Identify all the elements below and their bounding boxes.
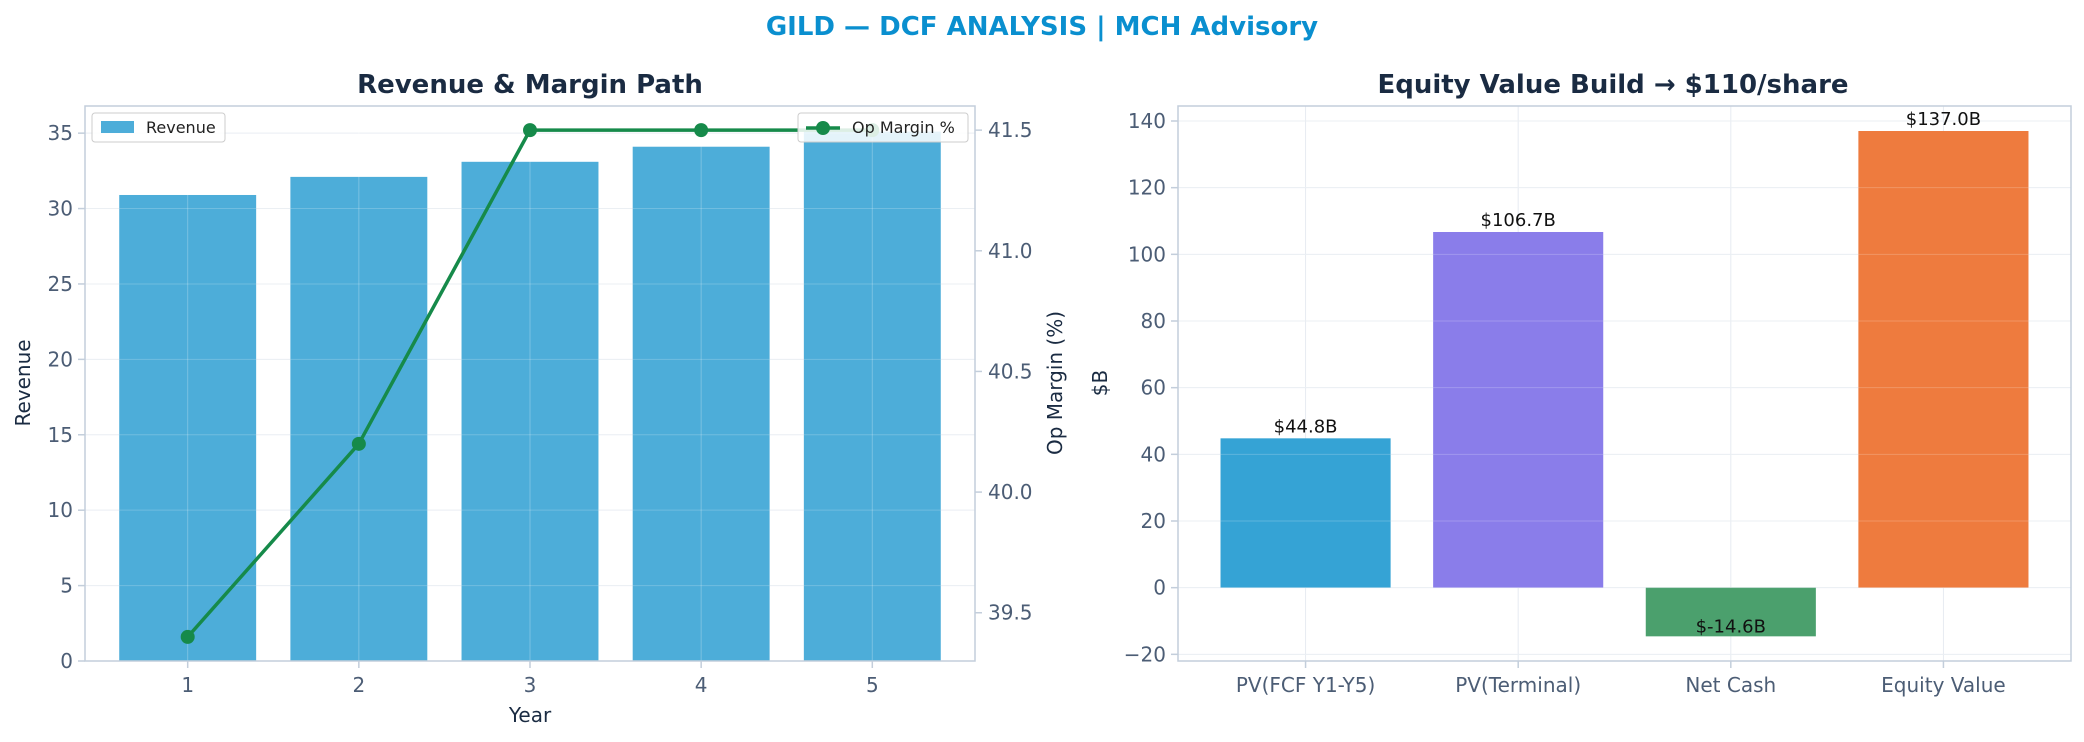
revenue-bar-4 — [632, 146, 770, 662]
equity-ytick-label-6: 100 — [1128, 242, 1166, 266]
revenue-ytick-label-4: 20 — [48, 347, 73, 371]
op-margin-legend-label: Op Margin % — [852, 118, 955, 137]
revenue-ytick-label-0: 0 — [60, 649, 73, 673]
op-margin-point-3 — [523, 123, 537, 138]
equity-ytick-label-4: 60 — [1141, 376, 1166, 400]
equity-chart-frame — [1177, 105, 2072, 662]
equity-xtick-label-2: Net Cash — [1685, 673, 1776, 697]
op-margin-y-ticks: 39.5 40.0 40.5 41.0 41.5 — [975, 118, 1033, 625]
year-xtick-label-2: 3 — [524, 673, 537, 697]
op-margin-point-4 — [694, 123, 709, 138]
revenue-bar-5 — [803, 131, 941, 662]
equity-ytick-label-7: 120 — [1128, 176, 1166, 200]
equity-ytick-label-1: 0 — [1153, 576, 1166, 600]
equity-data-label-1: $106.7B — [1481, 210, 1556, 231]
op-margin-legend-marker — [816, 121, 830, 135]
year-xtick-label-1: 2 — [352, 673, 365, 697]
op-margin-ytick-label-3: 41.0 — [988, 239, 1033, 263]
op-margin-point-1 — [180, 629, 195, 644]
equity-data-label-0: $44.8B — [1274, 416, 1338, 437]
equity-x-ticks: PV(FCF Y1-Y5) PV(Terminal) Net Cash Equity … — [1236, 661, 2006, 697]
revenue-bars — [85, 106, 975, 662]
op-margin-legend-box — [797, 112, 969, 143]
year-xtick-label-4: 5 — [866, 673, 879, 697]
equity-data-label-2: $-14.6B — [1696, 616, 1766, 637]
equity-chart-title: Equity Value Build → $110/share — [1377, 70, 1848, 100]
op-margin-legend: Op Margin % — [797, 112, 969, 143]
op-margin-ylabel: Op Margin (%) — [1043, 311, 1067, 455]
revenue-bar-3 — [461, 161, 599, 661]
equity-ytick-label-8: 140 — [1128, 109, 1166, 133]
op-margin-ytick-label-4: 41.5 — [988, 118, 1033, 142]
op-margin-ytick-label-2: 40.5 — [988, 359, 1033, 383]
equity-data-label-3: $137.0B — [1906, 109, 1981, 130]
equity-xtick-label-0: PV(FCF Y1-Y5) — [1236, 673, 1375, 697]
revenue-chart-ylabel: Revenue — [11, 339, 35, 426]
revenue-legend-swatch — [101, 121, 134, 133]
equity-chart-ylabel: $B — [1088, 370, 1112, 396]
revenue-legend-label: Revenue — [146, 118, 216, 137]
equity-ytick-label-2: 20 — [1141, 509, 1166, 533]
revenue-chart-xlabel: Year — [508, 703, 552, 727]
revenue-ytick-label-1: 5 — [60, 574, 73, 598]
equity-data-labels: $44.8B $106.7B $-14.6B $137.0B — [1274, 109, 1981, 637]
equity-xtick-label-1: PV(Terminal) — [1455, 673, 1581, 697]
revenue-ytick-label-2: 10 — [48, 498, 73, 522]
revenue-legend: Revenue — [91, 112, 226, 143]
year-xtick-label-3: 4 — [695, 673, 708, 697]
equity-bar-2 — [1645, 587, 1816, 637]
equity-ytick-label-5: 80 — [1141, 309, 1166, 333]
revenue-ytick-label-6: 30 — [48, 197, 73, 221]
revenue-chart-title: Revenue & Margin Path — [357, 70, 703, 100]
revenue-ytick-label-5: 25 — [48, 272, 73, 296]
equity-xtick-label-3: Equity Value — [1881, 673, 2006, 697]
revenue-ytick-label-3: 15 — [48, 423, 73, 447]
op-margin-ytick-label-0: 39.5 — [988, 601, 1033, 625]
revenue-bar-2 — [290, 176, 428, 661]
revenue-y-ticks: 0 5 10 15 20 25 30 35 — [48, 121, 85, 673]
revenue-legend-box — [91, 112, 226, 143]
year-xtick-label-0: 1 — [181, 673, 194, 697]
year-x-ticks: 1 2 3 4 5 — [181, 661, 879, 697]
equity-bar-1 — [1433, 232, 1604, 588]
equity-bar-3 — [1858, 131, 2029, 588]
equity-ytick-label-3: 40 — [1141, 442, 1166, 466]
equity-bars — [1178, 120, 2071, 655]
equity-ytick-label-0: −20 — [1124, 642, 1166, 666]
op-margin-point-2 — [351, 436, 366, 451]
equity-bar-0 — [1220, 438, 1391, 588]
revenue-ytick-label-7: 35 — [48, 121, 73, 145]
equity-y-ticks: −20 0 20 40 60 80 100 120 140 — [1124, 109, 1178, 666]
op-margin-ytick-label-1: 40.0 — [988, 480, 1033, 504]
figure-suptitle: GILD — DCF ANALYSIS | MCH Advisory — [766, 12, 1318, 42]
